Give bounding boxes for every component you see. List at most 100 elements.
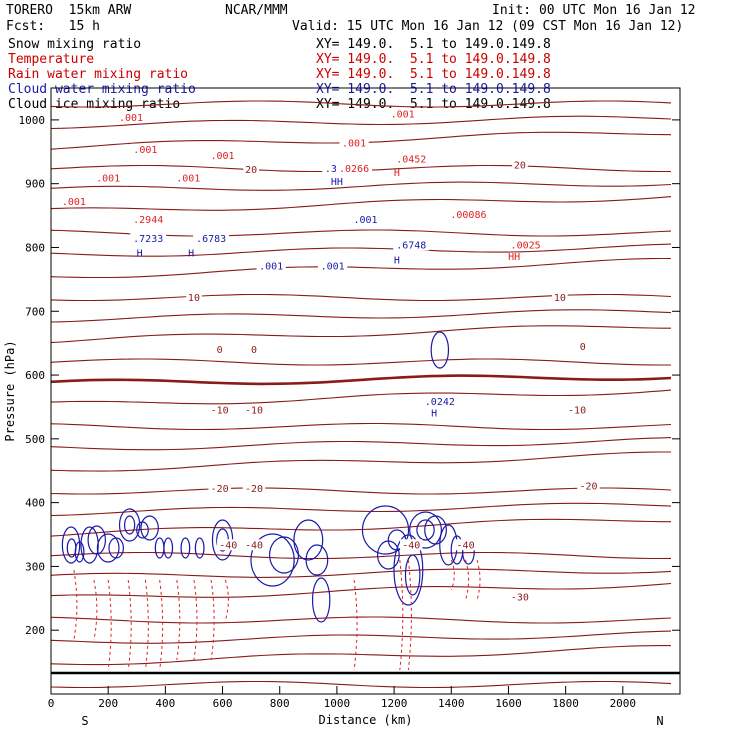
isotherm-line (50, 309, 672, 323)
temperature-label: -10 (211, 406, 229, 417)
rain-water-label: .0266 (339, 164, 369, 175)
isotherm-line (50, 616, 672, 624)
legend-label-rain: Rain water mixing ratio (8, 67, 189, 82)
extremum-label: H (394, 168, 400, 179)
temperature-label-bg (577, 480, 600, 492)
header-center: NCAR/MMM (225, 3, 288, 18)
rain-water-label: .0452 (396, 154, 426, 165)
rain-water-label: .0025 (511, 240, 541, 251)
rain-water-label: .001 (391, 110, 415, 121)
cloud-water-contour (311, 577, 331, 623)
cloud-water-contour (250, 533, 295, 587)
y-tick-label: 500 (25, 433, 45, 446)
cloud-water-contour (430, 331, 450, 369)
x-axis-title: Distance (km) (319, 713, 413, 727)
cloud-water-contour (180, 537, 191, 559)
cloud-water-contour (293, 519, 324, 561)
isotherm-line (50, 100, 672, 108)
isotherm-line (50, 568, 672, 578)
y-tick-label: 300 (25, 560, 45, 573)
temperature-label-bg (565, 404, 589, 416)
endpoint-right: N (656, 714, 663, 728)
temperature-label-bg (454, 539, 477, 551)
x-tick-label: 1200 (381, 697, 408, 710)
rain-water-contour (476, 559, 481, 601)
legend-label-snow: Snow mixing ratio (8, 37, 142, 52)
rain-water-contour (127, 579, 132, 671)
rain-water-label: .001 (133, 145, 157, 156)
rain-water-label-bg (59, 196, 89, 208)
x-tick-label: 1400 (438, 697, 465, 710)
isotherm-line (50, 630, 672, 644)
rain-water-label-bg (93, 172, 123, 184)
temperature-label-bg (242, 539, 266, 551)
x-tick-label: 0 (48, 697, 55, 710)
rain-water-label: .001 (62, 197, 86, 208)
cloud-water-contour (305, 544, 329, 576)
cloud-water-label: .001 (259, 262, 283, 273)
temperature-label-bg (400, 539, 423, 551)
isotherm-line (50, 451, 671, 472)
cloud-water-label: .0242 (425, 397, 455, 408)
temperature-label: -40 (219, 540, 237, 551)
isotherm-line (50, 325, 671, 344)
temperature-label: 10 (554, 293, 566, 304)
cloud-water-label-bg (256, 260, 286, 272)
cloud-water-label: .6748 (396, 240, 426, 251)
rain-water-contour (107, 579, 112, 671)
extremum-label: HH (331, 177, 343, 188)
rain-water-label-bg (336, 162, 373, 174)
temperature-label-bg (243, 164, 259, 176)
cloud-water-contour (80, 526, 99, 564)
isotherm-line (50, 551, 672, 560)
rain-water-label: .00086 (450, 210, 486, 221)
y-tick-label: 700 (25, 305, 45, 318)
header-valid: Valid: 15 UTC Mon 16 Jan 12 (09 CST Mon … (292, 19, 684, 34)
isotherm-line (50, 243, 672, 257)
header-fcst: Fcst: 15 h (6, 19, 100, 34)
y-axis-title: Pressure (hPa) (3, 340, 17, 441)
rain-water-label-bg (447, 208, 490, 220)
rain-water-label: .001 (119, 113, 143, 124)
temperature-label: -30 (511, 593, 529, 604)
cloud-water-contour (194, 537, 205, 559)
temperature-label: -40 (245, 540, 263, 551)
cloud-water-contour (154, 537, 165, 559)
temperature-label: 0 (251, 345, 257, 356)
cloud-water-contour (140, 515, 159, 541)
temperature-label-bg (186, 291, 202, 303)
y-tick-label: 200 (25, 624, 45, 637)
rain-water-contour (224, 579, 229, 621)
rain-water-contour (73, 569, 78, 641)
rain-water-label-bg (393, 153, 430, 165)
header-model: TORERO 15km ARW (6, 3, 132, 18)
legend-label-cloud-water: Cloud water mixing ratio (8, 82, 196, 97)
temperature-label-bg (217, 539, 240, 551)
rain-water-label-bg (116, 111, 146, 123)
temperature-label-bg (208, 483, 231, 495)
header-init: Init: 00 UTC Mon 16 Jan 12 (492, 3, 696, 18)
cloud-water-label-bg (130, 233, 167, 245)
cloud-water-contour (163, 537, 174, 559)
rain-water-label-bg (388, 108, 418, 120)
cloud-water-contour (123, 515, 136, 535)
x-tick-label: 2000 (610, 697, 637, 710)
cloud-water-contour (96, 533, 120, 563)
rain-water-label-bg (207, 150, 238, 162)
cloud-water-contour (74, 541, 85, 563)
temperature-label: -10 (245, 406, 263, 417)
rain-water-label: .2944 (133, 215, 163, 226)
isotherm-line (50, 181, 672, 191)
cloud-water-label-bg (193, 233, 230, 245)
rain-water-label: .001 (96, 173, 120, 184)
rain-water-label-bg (130, 143, 160, 155)
temperature-label-bg (242, 404, 266, 416)
rain-water-label-bg (507, 239, 544, 251)
cloud-water-contour (393, 534, 424, 606)
rain-water-label: .001 (176, 173, 200, 184)
temperature-label: -20 (579, 482, 597, 493)
cloud-water-label: .001 (321, 262, 345, 273)
temperature-label: -40 (402, 540, 420, 551)
temperature-label-bg (578, 340, 588, 352)
cloud-water-contour (409, 511, 442, 549)
